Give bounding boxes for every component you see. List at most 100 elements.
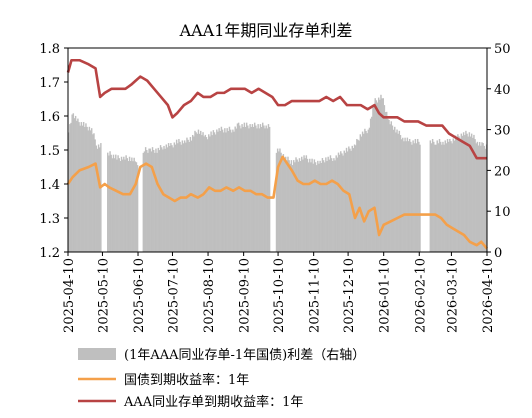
spread-bar xyxy=(258,128,261,252)
spread-bar xyxy=(369,118,372,253)
spread-bar xyxy=(118,158,120,252)
spread-bar xyxy=(267,124,270,252)
spread-bar xyxy=(174,144,177,252)
spread-bar xyxy=(477,145,480,252)
spread-bar xyxy=(240,128,242,252)
spread-bar xyxy=(255,125,257,252)
x-tick-label: 2025-08-10 xyxy=(202,258,217,333)
spread-bar xyxy=(358,140,360,252)
spread-bar xyxy=(133,157,135,252)
spread-bar xyxy=(158,150,161,252)
spread-bar xyxy=(177,143,179,252)
spread-bar xyxy=(406,137,409,252)
spread-bar xyxy=(95,145,97,252)
spread-bar xyxy=(152,150,155,252)
spread-bar xyxy=(473,134,475,252)
spread-bar xyxy=(342,155,344,252)
spread-bar xyxy=(307,162,310,252)
spread-bar xyxy=(260,126,263,252)
spread-bar xyxy=(71,114,73,252)
treasury-yield-line xyxy=(66,155,488,250)
spread-bar xyxy=(195,132,197,252)
spread-bar xyxy=(452,138,455,252)
spread-bar xyxy=(69,124,71,252)
spread-bar xyxy=(127,161,130,252)
spread-bar xyxy=(279,148,281,252)
spread-bar xyxy=(80,122,83,252)
spread-bar xyxy=(434,144,436,252)
left-tick-label: 1.2 xyxy=(39,246,60,261)
left-tick-label: 1.5 xyxy=(39,144,60,159)
axes-layer: 1.2 1.3 1.4 1.5 1.6 1.7 1.8 0 10 20 30 40 50 2025-04-… xyxy=(39,42,510,333)
spread-bar xyxy=(149,148,151,252)
spread-bar xyxy=(441,144,443,252)
spread-bar xyxy=(275,152,278,252)
spread-bar xyxy=(359,134,362,252)
spread-bar xyxy=(286,160,288,252)
spread-bar xyxy=(483,145,486,252)
spread-bar xyxy=(323,162,326,252)
spread-bar xyxy=(225,132,227,252)
spread-bar xyxy=(367,129,370,252)
spread-bar xyxy=(469,136,472,252)
spread-bar xyxy=(193,136,195,252)
spread-bar xyxy=(415,143,418,252)
spread-bar xyxy=(377,97,380,252)
spread-bar xyxy=(320,162,322,252)
spread-bar xyxy=(126,158,128,252)
left-tick-label: 1.3 xyxy=(39,212,60,227)
right-tick-label: 50 xyxy=(494,42,511,57)
spread-bar xyxy=(356,138,358,252)
spread-bar xyxy=(262,122,264,252)
x-tick-label: 2025-07-10 xyxy=(166,258,181,333)
spread-bar xyxy=(247,125,249,252)
spread-bar xyxy=(387,118,389,252)
spread-bar xyxy=(410,141,412,252)
spread-bar xyxy=(313,159,316,252)
left-tick-label: 1.6 xyxy=(39,110,60,125)
spread-bar xyxy=(333,158,335,252)
spread-bar xyxy=(407,141,410,252)
spread-bar xyxy=(160,147,163,252)
spread-bar xyxy=(328,159,331,252)
spread-bar xyxy=(311,158,313,252)
spread-bar xyxy=(446,138,449,252)
spread-bar xyxy=(353,144,356,252)
spread-bar xyxy=(399,135,402,252)
legend-label: 国债到期收益率：1年 xyxy=(124,372,249,388)
spread-bar xyxy=(109,151,111,252)
spread-bar xyxy=(110,154,112,252)
spread-bar xyxy=(117,155,119,252)
spread-bar xyxy=(181,140,184,252)
left-tick-label: 1.7 xyxy=(39,76,60,91)
spread-bar xyxy=(391,125,394,252)
spread-bar xyxy=(276,148,279,252)
legend-label: AAA同业存单到期收益率：1年 xyxy=(123,394,303,410)
spread-bar xyxy=(68,132,70,252)
spread-bar xyxy=(144,147,147,252)
spread-bar xyxy=(198,133,201,252)
spread-bar xyxy=(257,124,259,252)
spread-bar xyxy=(264,128,266,252)
spread-bar xyxy=(445,143,448,252)
spread-bar xyxy=(458,136,460,252)
spread-bar xyxy=(390,121,393,252)
spread-bar xyxy=(395,132,397,252)
spread-bar xyxy=(295,157,297,252)
spread-bar xyxy=(416,138,419,252)
spread-bar xyxy=(436,140,438,252)
spread-bar xyxy=(379,99,381,252)
spread-bar xyxy=(206,139,209,252)
legend-swatch xyxy=(78,348,116,360)
spread-bar xyxy=(107,152,109,252)
spread-bar xyxy=(301,156,303,252)
spread-bar xyxy=(341,153,343,252)
spread-bar xyxy=(81,125,84,252)
spread-bar xyxy=(372,107,374,252)
spread-bar xyxy=(442,141,444,252)
spread-bar xyxy=(93,133,95,252)
spread-bar xyxy=(412,140,414,252)
spread-bar xyxy=(113,158,116,252)
spread-bar xyxy=(449,138,451,252)
